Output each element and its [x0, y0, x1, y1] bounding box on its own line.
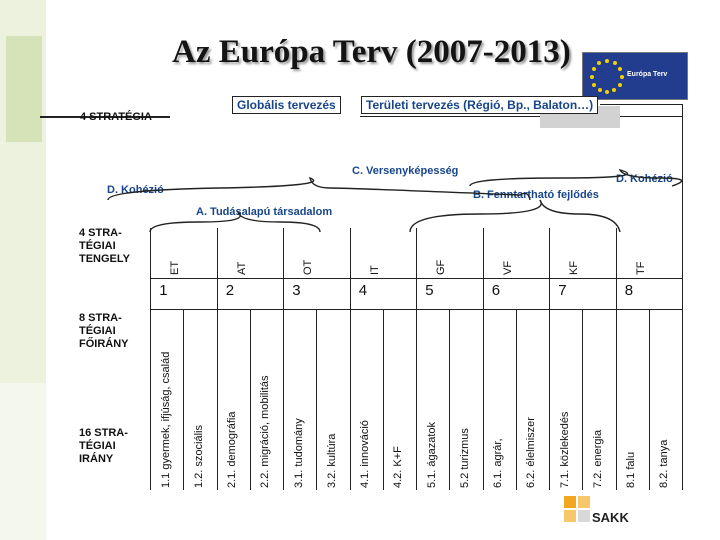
- europa-terv-logo: Európa Terv: [582, 52, 688, 100]
- direction-label: 3.1. tudomány: [292, 418, 305, 488]
- strategy-label: 4 STRATÉGIA: [80, 111, 152, 123]
- brace-competitiveness: [107, 176, 531, 201]
- direction-label: 2.1. demográfia: [226, 411, 239, 488]
- direction-label: 8.1 falu: [625, 451, 638, 488]
- global-planning-label: Globális tervezés: [232, 96, 341, 114]
- direction-label: 2.2. migráció, mobilitás: [259, 375, 272, 489]
- sakk-logo: SAKK: [558, 486, 658, 532]
- direction-label: 7.2. energia: [591, 429, 604, 488]
- europa-terv-logo-text: Európa Terv: [627, 71, 668, 78]
- direction-divider: [382, 309, 384, 490]
- direction-label: 5.2 turizmus: [458, 428, 471, 488]
- competitiveness-label: C. Versenyképesség: [352, 165, 459, 177]
- direction-label: 1.2. szociális: [192, 425, 205, 488]
- main-direction-label: 8 STRA- TÉGIAI FŐIRÁNY: [79, 312, 129, 350]
- frame-top-line: [600, 104, 682, 105]
- sakk-logo-icon: [564, 496, 590, 522]
- page-title: Az Európa Terv (2007-2013): [172, 34, 571, 70]
- direction-label: 7.1. közlekedés: [558, 411, 571, 488]
- brace-sustainable: [409, 199, 621, 233]
- direction-divider: [648, 309, 650, 490]
- direction-divider: [515, 309, 517, 490]
- main-direction-number: 4: [358, 282, 368, 299]
- brace-knowledge: [149, 210, 321, 233]
- direction-label: 4.1. innováció: [359, 420, 372, 488]
- main-direction-number: 6: [491, 282, 501, 299]
- main-direction-code: IT: [368, 265, 381, 275]
- direction-divider: [682, 228, 683, 490]
- direction-divider: [349, 228, 351, 490]
- main-direction-number: 3: [292, 282, 301, 299]
- direction-divider: [249, 309, 251, 490]
- direction-label: 4.2. K+F: [392, 446, 405, 488]
- cohesion-left-label: D. Kohézió: [107, 184, 164, 196]
- main-direction-number: 7: [558, 282, 567, 299]
- regional-planning-label: Területi tervezés (Régió, Bp., Balaton…): [361, 96, 599, 114]
- main-direction-code: VF: [501, 260, 514, 275]
- main-direction-number: 1: [159, 282, 168, 299]
- direction-divider: [615, 228, 617, 490]
- direction-label: 5.1. ágazatok: [425, 421, 438, 488]
- main-direction-number: 5: [425, 282, 434, 299]
- direction-divider: [216, 228, 218, 490]
- main-direction-code: KF: [568, 260, 581, 275]
- header-divider-right: [360, 116, 682, 117]
- direction-divider: [316, 309, 318, 490]
- sustainable-label: B. Fenntartható fejlődés: [473, 189, 599, 201]
- direction-label: 3.2. kultúra: [325, 433, 338, 488]
- sakk-logo-text: SAKK: [592, 510, 629, 525]
- direction-divider: [549, 228, 550, 490]
- direction-divider: [150, 228, 151, 490]
- star-circle-icon: [590, 59, 624, 94]
- left-accent-strip: [6, 36, 42, 142]
- main-direction-code: GF: [435, 259, 448, 275]
- direction-divider: [183, 309, 185, 490]
- direction-label: 16 STRA- TÉGIAI IRÁNY: [79, 427, 128, 465]
- knowledge-label: A. Tudásalapú társadalom: [196, 206, 333, 218]
- main-direction-code: AT: [235, 261, 248, 275]
- main-direction-code: OT: [302, 259, 315, 275]
- axes-label: 4 STRA- TÉGIAI TENGELY: [79, 227, 130, 265]
- main-direction-number: 8: [624, 282, 634, 299]
- main-direction-number: 2: [225, 282, 235, 299]
- direction-label: 1.1 gyermek, ifjúság, család: [159, 351, 172, 488]
- brace-cohesion: [469, 168, 683, 187]
- direction-label: 8.2. tanya: [658, 439, 671, 488]
- main-direction-code: TF: [634, 261, 647, 275]
- direction-label: 6.1. agrár,: [492, 438, 505, 488]
- header-divider-left: [40, 116, 170, 118]
- left-panel-lower: [0, 383, 46, 540]
- direction-divider: [482, 228, 484, 490]
- direction-divider: [582, 309, 584, 490]
- direction-label: 6.2. élelmiszer: [525, 417, 538, 488]
- direction-divider: [283, 228, 284, 490]
- main-direction-code: ET: [169, 260, 182, 275]
- direction-divider: [449, 309, 451, 490]
- direction-divider: [416, 228, 417, 490]
